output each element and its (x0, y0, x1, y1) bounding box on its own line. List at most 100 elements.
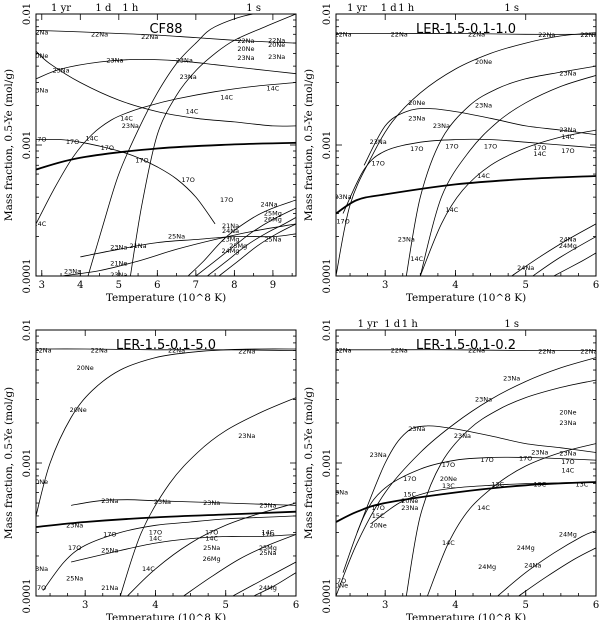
series-line-23Na (405, 65, 596, 276)
plot-frame (35, 329, 297, 597)
series-line-24Na (511, 223, 596, 276)
x-axis-label: Temperature (10^8 K) (106, 612, 226, 620)
curve-label: 17O (149, 529, 162, 537)
curve-label: 25Mg (259, 544, 277, 552)
series-line-21Na (553, 252, 596, 276)
x-tick-label: 4 (452, 600, 458, 611)
series-line-23Na (405, 379, 596, 596)
series-line-20Ne (336, 357, 596, 596)
curve-label: 23Na (180, 73, 197, 81)
y-tick-label: 0.01 (322, 319, 333, 341)
curve-label: 23Na (370, 451, 387, 459)
curve-label: 17O (135, 157, 148, 165)
x-tick-label: 3 (82, 600, 88, 611)
curve-label: 23Na (475, 102, 492, 110)
curve-label: 14C (205, 535, 218, 543)
curve-label: 26Mg (264, 215, 282, 223)
curve-label: 22Na (91, 347, 108, 355)
x-tick-label: 6 (593, 600, 599, 611)
curve-label: 17O (533, 144, 546, 152)
curve-label: 23Na (66, 521, 83, 529)
panel-title: LER-1.5-0.1-0.2 (416, 338, 516, 353)
curve-label: 23Na (31, 87, 48, 95)
curve-label: 22Na (538, 31, 555, 39)
curve-label: 23Na (154, 498, 171, 506)
x-axis-label: Temperature (10^8 K) (106, 292, 226, 304)
curve-label: 17O (68, 544, 81, 552)
curve-label: 14C (220, 94, 233, 102)
x-tick-label: 6 (154, 280, 160, 291)
curve-label: 17O (519, 455, 532, 463)
series-line-14C (36, 82, 296, 225)
plot-area: 22Na 22Na 22Na 22Na 20Ne 20Ne 23Na 20Ne 23Na 23Na… (34, 347, 296, 602)
curve-label: 14C (477, 172, 490, 180)
curve-label: 23Na (559, 70, 576, 78)
curve-label: 23Na (203, 499, 220, 507)
y-tick-label: 0.001 (22, 449, 33, 478)
curve-label: 14C (142, 565, 155, 573)
series-line-17O (42, 515, 296, 591)
curve-label: 24Na (524, 561, 541, 569)
series-line-22Na (336, 33, 596, 35)
panel-title: LER-1.5-0.1-1.0 (416, 22, 516, 37)
series-line-22Na (36, 30, 296, 44)
series-line-17O (342, 456, 596, 573)
panel-title: CF88 (149, 22, 182, 37)
series-line-20Ne (36, 348, 296, 517)
time-marker: 1 d (384, 319, 401, 330)
curve-label: 22Na (391, 30, 408, 38)
time-marker: 1 d (381, 3, 398, 14)
curve-label: 25Na (259, 549, 276, 557)
curve-label: 23Na (559, 419, 576, 427)
curve-label: 22Na (141, 33, 158, 41)
curve-label: 20Ne (408, 99, 425, 107)
curve-label: 23Na (531, 448, 548, 456)
series-line-20Ne (36, 50, 296, 127)
plot-area: 22Na 22Na 22Na 22Na 22Na 20Ne 23Na 23Na 20Ne 23Na… (336, 30, 596, 276)
x-tick-label: 4 (452, 280, 458, 291)
curve-label: 20Ne (559, 408, 576, 416)
curve-label: 20Ne (31, 52, 48, 60)
curve-label: 17O (371, 504, 384, 512)
curve-label: 26Mg (259, 594, 277, 602)
curve-label: 23Na (110, 244, 127, 252)
y-tick-label: 0.001 (22, 131, 33, 160)
ye-curve (36, 510, 296, 528)
series-line-24Mg (532, 236, 596, 276)
curve-label: 23Na (559, 126, 576, 134)
y-tick-label: 0.001 (322, 449, 333, 478)
x-tick-label: 5 (523, 600, 529, 611)
series-line-14C (419, 129, 596, 276)
curve-label: 25Na (264, 235, 281, 243)
curve-label: 23Na (268, 53, 285, 61)
curve-label: 22Na (34, 347, 51, 355)
series-line-14C (427, 443, 596, 596)
curve-label: 23Na (370, 138, 387, 146)
curve-label: 24Na (559, 235, 576, 243)
series-line-23Na (71, 499, 296, 506)
curve-label: 23Na (106, 57, 123, 65)
curve-label: 13C (442, 482, 455, 490)
curve-label: 23Na (401, 504, 418, 512)
curve-label: 14C (33, 220, 46, 228)
curve-label: 21Ne (110, 259, 127, 267)
time-marker: 1 yr (358, 319, 378, 330)
curve-label: 17O (561, 147, 574, 155)
curve-label: 23Mg (222, 235, 240, 243)
curve-label: 21Na (101, 584, 118, 592)
ye-curve (336, 175, 596, 215)
curve-label: 17O (410, 145, 423, 153)
curve-label: 22Na (334, 347, 351, 355)
curve-label: 20Ne (475, 58, 492, 66)
x-tick-label: 9 (270, 280, 276, 291)
curve-label: 17O (480, 456, 493, 464)
time-marker: 1 h (398, 3, 415, 14)
series-line-25Mg (183, 534, 296, 596)
curve-label: 25Na (168, 233, 185, 241)
curve-label: 20Ne (268, 41, 285, 49)
curve-label: 14C (442, 539, 455, 547)
curve-label: 24Na (517, 264, 534, 272)
series-line-25Na (71, 534, 296, 563)
y-axis-label: Mass fraction, 0.5-Ye (mol/g) (3, 69, 15, 221)
curve-label: 14C (149, 535, 162, 543)
